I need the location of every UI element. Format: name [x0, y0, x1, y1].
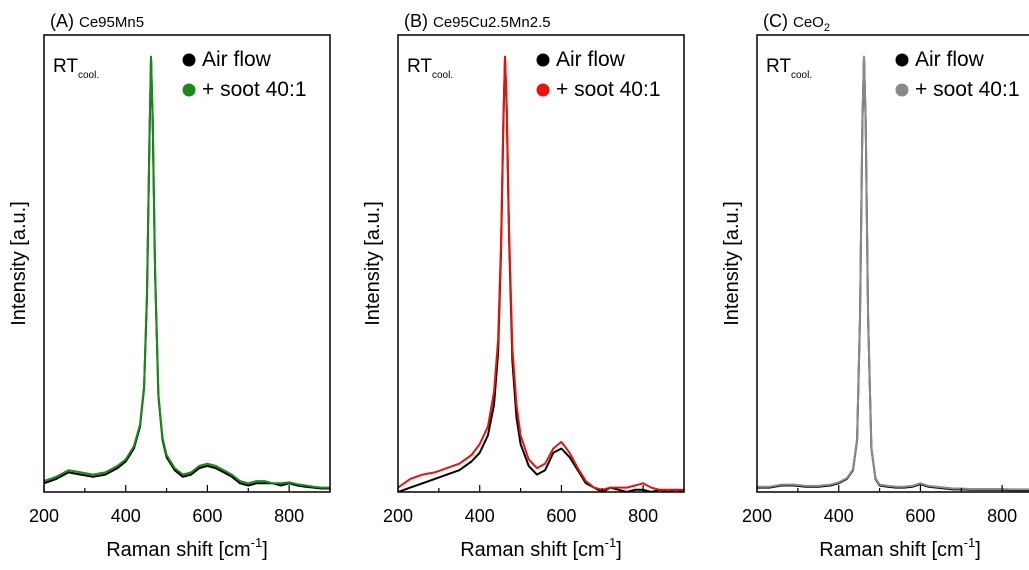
legend-marker-2: [895, 83, 909, 97]
x-tick-label: 400: [465, 506, 495, 526]
x-tick-label: 200: [29, 506, 59, 526]
series-line-1: [757, 55, 1029, 492]
x-tick-label: 400: [824, 506, 854, 526]
x-axis-label: Raman shift [cm-1]: [106, 535, 268, 561]
x-axis-label: Raman shift [cm-1]: [819, 535, 981, 561]
legend-marker-1: [536, 53, 550, 67]
legend-marker-2: [182, 83, 196, 97]
legend-label-1: Air flow: [202, 48, 272, 71]
x-axis-label: Raman shift [cm-1]: [460, 535, 622, 561]
panel-title: (C) CeO2: [763, 11, 830, 34]
series-line-1: [44, 55, 330, 490]
plot-frame: [43, 34, 331, 493]
x-tick-label: 600: [192, 506, 222, 526]
condition-annotation: RTcool.: [53, 56, 99, 81]
series-line-1: [398, 55, 684, 492]
x-tick-label: 800: [628, 506, 658, 526]
x-tick-label: 800: [987, 506, 1017, 526]
legend-label-1: Air flow: [556, 48, 626, 71]
panel-title: (B) Ce95Cu2.5Mn2.5: [404, 11, 551, 31]
chart-panel-2: (B) Ce95Cu2.5Mn2.5 200 400 600 800 Raman shif…: [362, 11, 685, 561]
y-axis-label: Intensity [a.u.]: [362, 201, 384, 326]
x-tick-label: 200: [742, 506, 772, 526]
legend-label-2: + soot 40:1: [202, 78, 307, 101]
legend-marker-1: [895, 53, 909, 67]
chart-panel-3: (C) CeO2 200 400 600 800 Raman shift [cm-1] In…: [721, 11, 1029, 561]
plot-frame: [756, 34, 1029, 493]
legend-marker-1: [182, 53, 196, 67]
x-tick-label: 800: [274, 506, 304, 526]
series-line-2: [757, 55, 1029, 491]
x-tick-label: 400: [111, 506, 141, 526]
y-axis-label: Intensity [a.u.]: [8, 201, 30, 326]
legend-marker-2: [536, 83, 550, 97]
condition-annotation: RTcool.: [766, 56, 812, 81]
series-line-2: [398, 55, 684, 491]
panel-title: (A) Ce95Mn5: [50, 11, 144, 31]
legend-label-1: Air flow: [915, 48, 985, 71]
series-line-2: [44, 55, 330, 489]
y-axis-label: Intensity [a.u.]: [721, 201, 743, 326]
x-tick-label: 600: [546, 506, 576, 526]
legend-label-2: + soot 40:1: [556, 78, 661, 101]
legend-label-2: + soot 40:1: [915, 78, 1020, 101]
chart-panel-1: (A) Ce95Mn5 200 400 600 800 Raman shift [cm-1…: [8, 11, 331, 561]
x-tick-label: 200: [383, 506, 413, 526]
x-tick-label: 600: [905, 506, 935, 526]
plot-frame: [397, 34, 685, 493]
condition-annotation: RTcool.: [407, 56, 453, 81]
